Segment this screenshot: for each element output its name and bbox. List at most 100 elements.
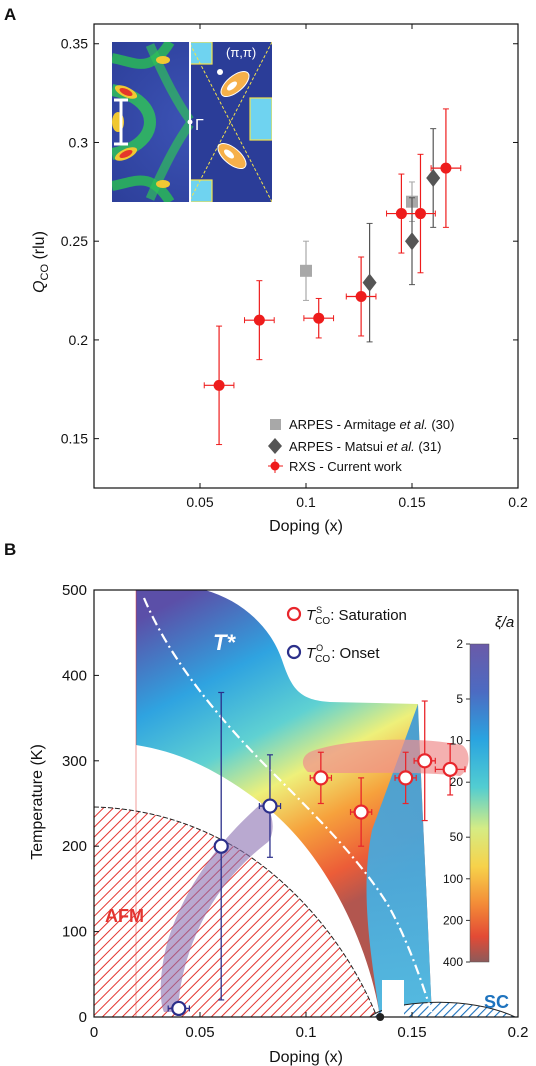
panel-a-ytick-label: 0.35 bbox=[61, 36, 88, 52]
colorbar-bar bbox=[469, 643, 490, 963]
legend-matsui-post: (31) bbox=[415, 439, 442, 454]
panel-b-xtick-label: 0 bbox=[90, 1024, 98, 1041]
fermi-surface-inset bbox=[112, 42, 272, 202]
panel-b-point-onset bbox=[167, 1000, 190, 1017]
panel-a-points bbox=[203, 108, 462, 446]
legend-label-matsui: ARPES - Matsui et al. (31) bbox=[289, 439, 441, 454]
legend-sat-sup: S bbox=[316, 605, 322, 615]
legend-armitage-em: et al. bbox=[400, 417, 428, 432]
panel-b-axis-dot bbox=[376, 1013, 385, 1021]
panel-a-point-diamond bbox=[405, 197, 419, 286]
panel-b-legend: TCOS: Saturation TCOO: Onset bbox=[286, 605, 407, 665]
panel-b-ytick-label: 0 bbox=[79, 1009, 87, 1026]
panel-b-xtick-label: 0.1 bbox=[296, 1024, 317, 1041]
colorbar-tick-label: 2 bbox=[456, 637, 463, 651]
panel-a-point-square bbox=[300, 240, 312, 301]
panel-a-point-diamond bbox=[426, 128, 441, 228]
panel-a-ylabel: QCO (rlu) bbox=[31, 231, 51, 293]
legend-sat-text: : Saturation bbox=[330, 607, 407, 624]
panel-a-ylabel-main: Q bbox=[31, 280, 48, 292]
panel-b-marker bbox=[353, 804, 369, 820]
panel-b-ytick-label: 300 bbox=[62, 753, 87, 770]
panel-a-ytick-label: 0.2 bbox=[69, 332, 89, 348]
inset-gamma-label: Γ bbox=[195, 117, 204, 134]
panel-b-xtick-label: 0.2 bbox=[508, 1024, 529, 1041]
panel-a-axes: 0.05 0.1 0.15 0.2 0.15 0.2 0.25 0.3 0.35 bbox=[61, 23, 528, 510]
panel-a-point-diamond bbox=[362, 222, 377, 343]
legend-label-saturation: TCOS: Saturation bbox=[306, 605, 407, 627]
panel-b-marker bbox=[171, 1000, 187, 1017]
panel-a-point-circle bbox=[303, 297, 335, 339]
panel-b-ytick-label: 500 bbox=[62, 582, 87, 599]
panel-a-point-circle bbox=[244, 280, 275, 361]
panel-a-point-circle bbox=[405, 153, 436, 274]
panel-a-ylabel-unit: (rlu) bbox=[31, 231, 48, 264]
inset-corner-label: (π,π) bbox=[226, 45, 256, 60]
panel-b-point-onset bbox=[258, 754, 282, 858]
panel-a-marker bbox=[313, 312, 325, 324]
region-label-tstar: T* bbox=[213, 630, 236, 655]
colorbar-tick-label: 400 bbox=[443, 955, 463, 969]
legend-label-onset: TCOO: Onset bbox=[306, 643, 380, 665]
legend-marker-diamond bbox=[268, 438, 282, 454]
panel-a-marker bbox=[405, 232, 419, 251]
legend-ons-text: : Onset bbox=[331, 645, 380, 662]
panel-b-marker bbox=[398, 770, 414, 786]
panel-letter-b: B bbox=[4, 540, 16, 559]
colorbar-tick-label: 10 bbox=[450, 734, 464, 748]
panel-a-marker bbox=[213, 379, 225, 391]
panel-a-ytick-label: 0.25 bbox=[61, 233, 88, 249]
panel-b-marker bbox=[213, 838, 229, 854]
colorbar-tick-label: 50 bbox=[450, 830, 464, 844]
legend-matsui-pre: ARPES - Matsui bbox=[289, 439, 387, 454]
region-label-sc: SC bbox=[484, 992, 509, 1012]
panel-a-xtick-label: 0.05 bbox=[186, 494, 213, 510]
panel-b-point-onset bbox=[213, 691, 229, 1001]
colorbar-tick-label: 5 bbox=[456, 692, 463, 706]
colorbar: ξ/a 2 5 10 20 50 100 200 400 bbox=[443, 614, 514, 969]
panel-b-point-saturation bbox=[349, 777, 373, 847]
panel-b-point-saturation bbox=[413, 700, 436, 822]
legend-marker-circle bbox=[268, 459, 283, 473]
panel-b-ytick-label: 100 bbox=[62, 924, 87, 941]
panel-letter-a: A bbox=[4, 5, 16, 24]
panel-a-xtick-label: 0.1 bbox=[296, 494, 316, 510]
panel-b-xtick-label: 0.05 bbox=[185, 1024, 214, 1041]
panel-a-xtick-label: 0.15 bbox=[398, 494, 425, 510]
panel-a-marker bbox=[355, 290, 367, 302]
legend-matsui-em: et al. bbox=[387, 439, 415, 454]
panel-b-marker bbox=[313, 770, 329, 786]
legend-sat-sym: T bbox=[306, 607, 317, 624]
colorbar-tick-label: 200 bbox=[443, 913, 463, 927]
panel-a-legend: ARPES - Armitage et al. (30) ARPES - Mat… bbox=[268, 417, 454, 474]
panel-a-point-circle bbox=[345, 256, 377, 337]
panel-a-marker bbox=[414, 208, 426, 220]
panel-a-ytick-label: 0.15 bbox=[61, 431, 88, 447]
phase-diagram-background bbox=[94, 590, 516, 1017]
legend-marker-saturation bbox=[286, 606, 302, 622]
panel-b-marker bbox=[417, 753, 433, 769]
colorbar-title: ξ/a bbox=[495, 614, 514, 631]
legend-label-rxs: RXS - Current work bbox=[289, 459, 402, 474]
panel-b-ytick-label: 400 bbox=[62, 667, 87, 684]
panel-a-xtick-label: 0.2 bbox=[508, 494, 528, 510]
panel-b-marker bbox=[442, 761, 458, 777]
panel-b-point-saturation bbox=[434, 743, 466, 796]
colorbar-tick-label: 100 bbox=[443, 872, 463, 886]
legend-ons-sup: O bbox=[316, 643, 323, 653]
panel-b-axes: 0 0.05 0.1 0.15 0.2 0 100 200 300 400 500 bbox=[62, 582, 528, 1041]
legend-armitage-post: (30) bbox=[428, 417, 455, 432]
colorbar-tick-label: 20 bbox=[450, 775, 464, 789]
region-label-afm: AFM bbox=[105, 906, 144, 926]
legend-marker-square bbox=[270, 419, 281, 430]
panel-a-ytick-label: 0.3 bbox=[69, 134, 89, 150]
panel-b-points bbox=[167, 691, 466, 1017]
panel-b-point-saturation bbox=[309, 751, 333, 805]
legend-ons-sub: CO bbox=[315, 654, 330, 665]
colorbar-ticks: 2 5 10 20 50 100 200 400 bbox=[443, 637, 470, 969]
panel-a-marker bbox=[253, 314, 265, 326]
legend-armitage-pre: ARPES - Armitage bbox=[289, 417, 400, 432]
panel-b-ylabel: Temperature (K) bbox=[29, 744, 46, 860]
panel-b-xlabel: Doping (x) bbox=[269, 1049, 343, 1066]
